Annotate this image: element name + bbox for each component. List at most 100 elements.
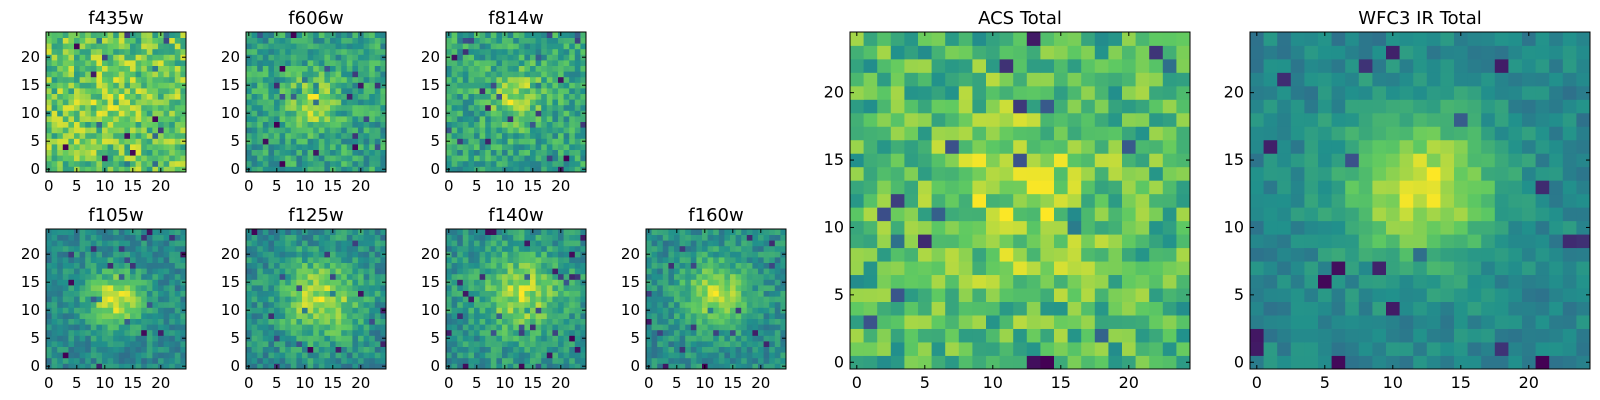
heatmap-cell bbox=[318, 54, 325, 61]
heatmap-cell bbox=[335, 245, 342, 252]
heatmap-cell bbox=[290, 76, 297, 83]
heatmap-cell bbox=[358, 76, 364, 83]
heatmap-cell bbox=[102, 273, 108, 280]
heatmap-cell bbox=[290, 149, 297, 156]
heatmap-cell bbox=[552, 357, 559, 364]
heatmap-cell bbox=[363, 357, 370, 364]
heatmap-cell bbox=[335, 37, 342, 44]
heatmap-cell bbox=[246, 301, 252, 308]
heatmap-cell bbox=[507, 268, 514, 275]
heatmap-cell bbox=[274, 116, 280, 122]
heatmap-cell bbox=[931, 301, 946, 316]
heatmap-cell bbox=[290, 99, 297, 106]
heatmap-cell bbox=[490, 363, 497, 370]
heatmap-cell bbox=[113, 60, 120, 66]
y-tick-label: 0 bbox=[30, 160, 40, 178]
heatmap-cell bbox=[774, 301, 781, 308]
heatmap-cell bbox=[735, 301, 742, 308]
heatmap-cell bbox=[330, 251, 336, 258]
heatmap-cell bbox=[352, 290, 359, 297]
x-tick-label: 15 bbox=[523, 374, 542, 392]
heatmap-cell bbox=[474, 296, 480, 303]
heatmap-cell bbox=[169, 273, 176, 280]
heatmap-cell bbox=[174, 290, 181, 297]
heatmap-cell bbox=[518, 60, 525, 66]
heatmap-cell bbox=[96, 290, 103, 297]
heatmap-cell bbox=[118, 116, 125, 122]
heatmap-cell bbox=[363, 99, 370, 106]
heatmap-cell bbox=[363, 104, 370, 111]
heatmap-cell bbox=[457, 155, 464, 162]
heatmap-cell bbox=[541, 71, 548, 78]
heatmap-cell bbox=[324, 234, 331, 241]
heatmap-cell bbox=[468, 71, 475, 78]
heatmap-cell bbox=[850, 342, 864, 356]
heatmap-cell bbox=[563, 251, 570, 258]
heatmap-cell bbox=[713, 229, 720, 235]
heatmap-cell bbox=[530, 138, 536, 145]
heatmap-cell bbox=[999, 234, 1014, 249]
heatmap-cell bbox=[563, 313, 570, 319]
heatmap-cell bbox=[51, 352, 58, 359]
heatmap-cell bbox=[1135, 315, 1150, 329]
heatmap-cell bbox=[358, 357, 364, 364]
heatmap-cell bbox=[158, 234, 164, 241]
heatmap-cell bbox=[262, 240, 269, 247]
heatmap-cell bbox=[318, 121, 325, 128]
heatmap-cell bbox=[169, 324, 176, 331]
heatmap-cell bbox=[90, 71, 97, 78]
heatmap-cell bbox=[302, 99, 308, 106]
heatmap-cell bbox=[877, 355, 892, 370]
heatmap-cell bbox=[563, 32, 570, 38]
y-tick-label: 0 bbox=[230, 357, 240, 375]
heatmap-cell bbox=[158, 104, 164, 111]
heatmap-cell bbox=[85, 318, 92, 325]
heatmap-cell bbox=[958, 328, 973, 343]
heatmap-cell bbox=[468, 99, 475, 106]
heatmap-cell bbox=[346, 149, 353, 156]
heatmap-cell bbox=[290, 352, 297, 359]
heatmap-cell bbox=[57, 127, 64, 134]
heatmap-cell bbox=[302, 240, 308, 247]
heatmap-cell bbox=[457, 60, 464, 66]
heatmap-cell bbox=[174, 82, 181, 89]
heatmap-cell bbox=[363, 363, 370, 370]
heatmap-cell bbox=[262, 110, 269, 117]
heatmap-cell bbox=[451, 54, 458, 61]
heatmap-cell bbox=[358, 341, 364, 347]
heatmap-cell bbox=[1149, 301, 1164, 316]
heatmap-cell bbox=[752, 346, 759, 353]
heatmap-cell bbox=[574, 121, 581, 128]
x-tick-label: 10 bbox=[295, 177, 314, 195]
heatmap-cell bbox=[850, 261, 864, 276]
heatmap-cell bbox=[1135, 342, 1150, 356]
heatmap-cell bbox=[296, 65, 303, 72]
heatmap-cell bbox=[102, 290, 108, 297]
heatmap-cell bbox=[369, 335, 376, 342]
heatmap-cell bbox=[1081, 234, 1096, 249]
heatmap-cell bbox=[174, 285, 181, 291]
heatmap-cell bbox=[518, 71, 525, 78]
heatmap-cell bbox=[690, 285, 697, 291]
heatmap-cell bbox=[735, 229, 742, 235]
heatmap-cell bbox=[335, 251, 342, 258]
x-tick-label: 10 bbox=[95, 177, 114, 195]
heatmap-cell bbox=[986, 234, 1000, 249]
heatmap-cell bbox=[141, 37, 148, 44]
heatmap-cell bbox=[146, 279, 153, 286]
heatmap-cell bbox=[518, 229, 525, 235]
heatmap-cell bbox=[1040, 274, 1055, 289]
heatmap-cell bbox=[324, 48, 331, 55]
heatmap-cell bbox=[485, 329, 492, 336]
heatmap-cell bbox=[74, 318, 80, 325]
heatmap-cell bbox=[130, 60, 136, 66]
heatmap-cell bbox=[569, 357, 576, 364]
heatmap-cell bbox=[718, 296, 725, 303]
heatmap-cell bbox=[85, 160, 92, 167]
heatmap-cell bbox=[330, 273, 336, 280]
heatmap-cell bbox=[524, 296, 531, 303]
heatmap-cell bbox=[51, 132, 58, 139]
heatmap-cell bbox=[518, 357, 525, 364]
heatmap-cell bbox=[341, 43, 348, 50]
heatmap-cell bbox=[535, 307, 542, 314]
